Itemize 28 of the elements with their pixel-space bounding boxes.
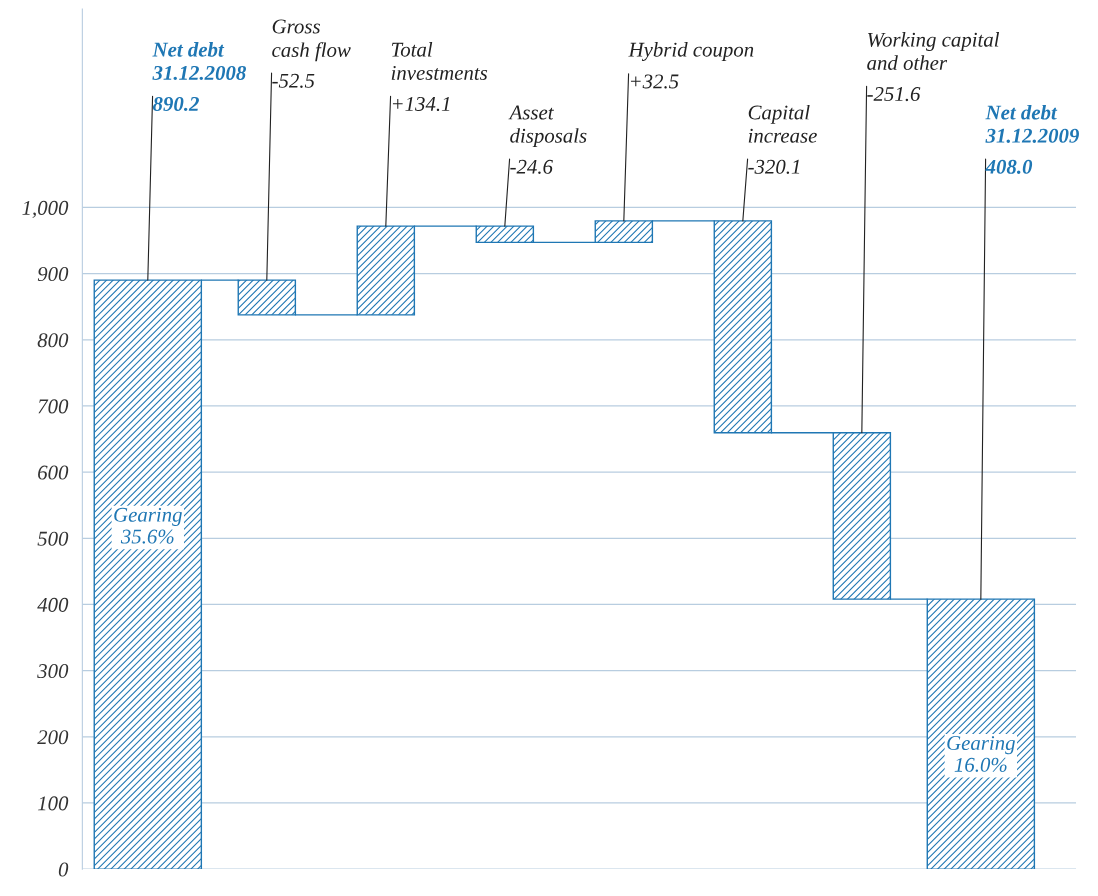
annotation: Gearing 35.6% <box>114 507 182 544</box>
y-tick-label: 800 <box>37 333 69 348</box>
y-tick-label: 100 <box>37 796 69 811</box>
data-label: 890.2 <box>152 96 199 112</box>
y-tick-label: 600 <box>38 465 69 480</box>
x-tick-label: Hybrid coupon <box>628 42 754 61</box>
x-tick-label: Gross cash flow <box>272 19 351 62</box>
data-label: -320.1 <box>748 159 800 174</box>
x-tick-label: Capital increase <box>748 104 817 143</box>
y-tick-label: 0 <box>58 862 69 877</box>
data-label: +32.5 <box>630 74 679 89</box>
data-label: +134.1 <box>392 96 450 112</box>
x-tick-label: Total investments <box>391 42 488 80</box>
x-tick-label: Net debt 31.12.2009 <box>985 104 1079 143</box>
y-tick-label: 300 <box>37 664 69 679</box>
y-tick-label: 200 <box>37 730 69 745</box>
data-label: -52.5 <box>272 73 315 88</box>
y-tick-label: 900 <box>37 267 69 282</box>
x-tick-label: Net debt 31.12.2008 <box>152 42 246 81</box>
y-tick-label: 500 <box>37 531 69 546</box>
y-tick-label: 1,000 <box>22 200 69 218</box>
annotation: Gearing 16.0% <box>947 736 1015 772</box>
data-label: -251.6 <box>867 87 921 102</box>
x-tick-label: Working capital and other <box>867 32 1000 71</box>
y-tick-label: 700 <box>38 399 69 414</box>
x-tick-label: Asset disposals <box>508 105 587 148</box>
data-label: -24.6 <box>510 159 553 174</box>
y-tick-label: 400 <box>37 597 69 612</box>
